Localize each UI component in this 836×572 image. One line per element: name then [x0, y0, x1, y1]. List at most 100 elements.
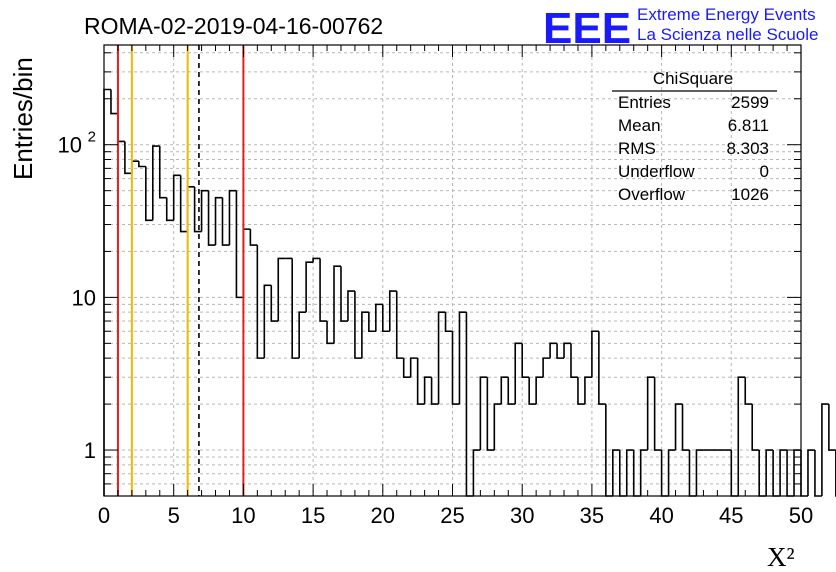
histogram-bin — [326, 321, 335, 345]
histogram-bin — [737, 376, 746, 496]
histogram-bin — [291, 258, 300, 359]
histogram-bin — [124, 141, 132, 175]
stats-value: 0 — [760, 162, 769, 181]
histogram-bin — [695, 449, 704, 496]
histogram-bin — [207, 190, 216, 246]
histogram-bin — [193, 186, 202, 233]
y-tick-label: 1 — [84, 438, 96, 463]
stats-value: 2599 — [731, 93, 769, 112]
x-tick-label: 25 — [440, 503, 464, 528]
histogram-bin — [298, 311, 307, 359]
reference-lines — [116, 45, 245, 496]
histogram-bin — [200, 189, 209, 232]
histogram-bin — [437, 311, 446, 405]
histogram-bin — [563, 342, 571, 359]
histogram-bin — [145, 166, 153, 222]
histogram-bin — [375, 303, 383, 332]
histogram-bin — [368, 312, 376, 333]
histogram-bin — [312, 257, 321, 263]
histogram-bin — [549, 342, 558, 359]
histogram-bin — [814, 450, 822, 497]
grid — [104, 45, 801, 496]
histogram-bin — [340, 266, 348, 322]
histogram-bin — [653, 377, 662, 451]
histogram-bin — [591, 330, 599, 378]
stats-label: Overflow — [618, 185, 686, 204]
histogram-bin — [765, 449, 774, 496]
histogram-bin — [158, 146, 167, 199]
histogram-bin — [570, 343, 578, 379]
histogram-bin — [354, 291, 362, 359]
histogram-bin — [528, 377, 537, 405]
histogram-bin — [751, 404, 760, 451]
stats-label: Mean — [618, 116, 661, 135]
histogram-bin — [256, 245, 265, 359]
histogram-bin — [382, 304, 390, 333]
stats-label: RMS — [618, 139, 656, 158]
histogram-bin — [639, 449, 648, 496]
histogram-bin — [430, 377, 439, 405]
stats-box: ChiSquare Entries 2599 Mean 6.811 RMS 8.303 Un… — [612, 69, 777, 204]
x-tick-label: 10 — [231, 503, 255, 528]
histogram-bin — [500, 376, 509, 405]
histogram-bin — [514, 342, 523, 405]
x-tick-label: 40 — [649, 503, 673, 528]
chart-title: ROMA-02-2019-04-16-00762 — [84, 13, 383, 39]
histogram-bin — [779, 449, 788, 496]
stats-label: Underflow — [618, 162, 695, 181]
axes — [103, 44, 802, 497]
histogram-bin — [681, 404, 690, 451]
histogram-bin — [535, 376, 544, 405]
histogram-bin — [646, 376, 655, 451]
eee-logo: EEE — [543, 4, 631, 53]
histogram-bin — [277, 257, 286, 322]
stats-value: 6.811 — [728, 116, 769, 135]
histogram-bin — [228, 189, 237, 246]
histogram-bin — [347, 290, 355, 322]
histogram-bin — [479, 376, 488, 451]
histogram-bin — [388, 290, 397, 332]
histogram-bin — [612, 449, 620, 496]
histogram-bin — [458, 311, 467, 405]
x-tick-label: 30 — [510, 503, 534, 528]
logo-line-1: Extreme Energy Events — [637, 5, 816, 24]
histogram-bin — [821, 403, 829, 496]
histogram-bin — [598, 331, 606, 405]
histogram-bin — [235, 190, 244, 299]
histogram-bin — [138, 161, 146, 168]
histogram-bin — [214, 196, 223, 246]
histogram-bin — [486, 377, 495, 451]
histogram-bin — [165, 197, 174, 222]
histogram-bin — [493, 403, 502, 451]
x-tick-label: 50 — [789, 503, 813, 528]
logo-line-2: La Scienza nelle Scuole — [637, 25, 818, 44]
histogram-bin — [110, 89, 118, 115]
x-tick-label: 20 — [371, 503, 395, 528]
histogram-bin — [151, 145, 160, 221]
x-tick-label: 0 — [98, 503, 110, 528]
histogram-bin — [402, 358, 411, 379]
histogram-bin — [221, 197, 230, 246]
x-tick-label: 45 — [719, 503, 743, 528]
histogram-bin — [577, 377, 585, 405]
histogram-bin — [103, 88, 111, 496]
histogram-bin — [667, 449, 676, 496]
histogram-bin — [131, 160, 139, 174]
histogram-bin — [361, 311, 369, 359]
histogram-bin — [800, 450, 808, 497]
stats-value: 1026 — [731, 185, 769, 204]
stats-title: ChiSquare — [653, 69, 733, 88]
x-tick-label: 15 — [301, 503, 325, 528]
histogram-bin — [242, 228, 251, 298]
histogram-bin — [507, 377, 516, 405]
histogram-bin — [556, 343, 565, 359]
histogram-bin — [270, 285, 279, 322]
histogram-bin — [444, 312, 453, 333]
y-tick-exponent: 2 — [88, 129, 96, 146]
histogram-bin — [117, 113, 125, 143]
x-tick-label: 35 — [580, 503, 604, 528]
histogram-bin — [409, 357, 418, 378]
histogram-bin — [172, 174, 181, 221]
histogram-bin — [521, 343, 530, 379]
